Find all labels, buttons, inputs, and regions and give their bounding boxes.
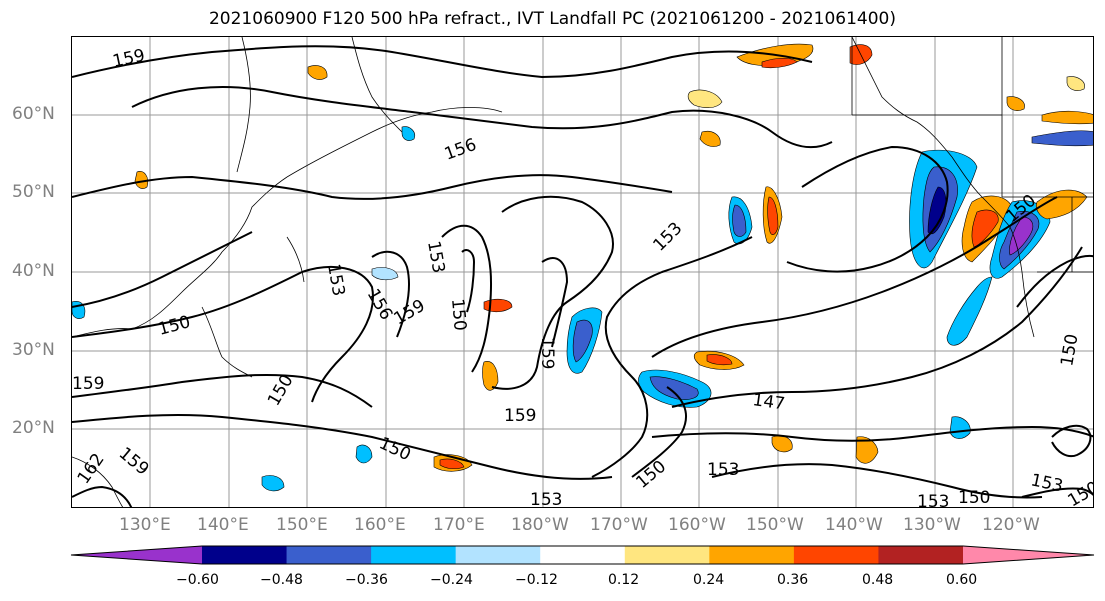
contour-label: 150: [156, 312, 193, 340]
colorbar-segment: [455, 546, 541, 564]
map-panel: 159 156 153 156 159 150 153 150 153 159 …: [71, 36, 1094, 508]
contour-label: 159: [504, 406, 536, 426]
gridlines: [72, 37, 1093, 507]
contour-label: 159: [391, 296, 429, 330]
contour-label: 150: [264, 371, 298, 409]
lon-label-150w: 150°W: [746, 515, 804, 535]
colorbar-segment: [878, 546, 964, 564]
lon-label-180w: 180°W: [511, 515, 569, 535]
colorbar-extend-max: [963, 546, 1094, 564]
contour-label: 150: [958, 488, 990, 508]
colorbar-tick: 0.60: [946, 572, 978, 588]
contour-label: 150: [1057, 332, 1082, 367]
lon-label-140w: 140°W: [825, 515, 883, 535]
contour-label: 153: [917, 492, 949, 508]
lon-label-120w: 120°W: [982, 515, 1040, 535]
refractivity-contours: [72, 45, 1093, 507]
lon-label-130w: 130°W: [903, 515, 961, 535]
colorbar-tick: −0.36: [345, 572, 388, 588]
contour-label: 153: [423, 239, 448, 274]
contour-label: 153: [649, 218, 686, 255]
colorbar-segment: [793, 546, 879, 564]
colorbar-segment: [540, 546, 626, 564]
contour-label: 153: [323, 262, 348, 297]
colorbar-tick: −0.60: [176, 572, 219, 588]
lat-label-60n: 60°N: [12, 104, 55, 124]
lat-label-30n: 30°N: [12, 340, 55, 360]
colorbar-segment: [202, 546, 288, 564]
contour-label: 159: [115, 444, 153, 480]
colorbar-segment: [709, 546, 795, 564]
lon-label-170e: 170°E: [433, 515, 485, 535]
colorbar-tick: −0.48: [260, 572, 303, 588]
map-canvas: 159 156 153 156 159 150 153 150 153 159 …: [72, 37, 1095, 508]
lon-label-140e: 140°E: [197, 515, 249, 535]
lat-label-50n: 50°N: [12, 182, 55, 202]
colorbar-tick: 0.48: [862, 572, 894, 588]
colorbar-outline: [70, 545, 1095, 565]
contour-label: 156: [442, 135, 479, 165]
contour-label: 150: [632, 457, 670, 493]
contour-label: 162: [74, 450, 109, 488]
colorbar: [70, 545, 1095, 569]
colorbar-svg: [70, 545, 1095, 565]
contour-label: 159: [72, 374, 104, 394]
contour-label: 153: [1029, 470, 1065, 496]
lon-label-170w: 170°W: [590, 515, 648, 535]
contour-label: 153: [530, 490, 562, 508]
contour-labels: 159 156 153 156 159 150 153 150 153 159 …: [72, 46, 1095, 508]
lon-label-160e: 160°E: [354, 515, 406, 535]
colorbar-tick: 0.24: [693, 572, 725, 588]
colorbar-tick: −0.12: [515, 572, 558, 588]
lat-label-40n: 40°N: [12, 261, 55, 281]
contour-label: 150: [447, 298, 470, 332]
contour-label: 159: [537, 337, 557, 369]
lon-label-130e: 130°E: [119, 515, 171, 535]
contour-label: 159: [111, 46, 147, 72]
contour-label: 147: [751, 390, 786, 414]
boundaries: [851, 37, 1093, 273]
colorbar-tick: −0.24: [430, 572, 473, 588]
contour-label: 156: [363, 286, 397, 324]
lat-label-20n: 20°N: [12, 418, 55, 438]
colorbar-segment: [286, 546, 372, 564]
contour-label: 153: [707, 460, 739, 480]
lon-label-160w: 160°W: [668, 515, 726, 535]
map-title: 2021060900 F120 500 hPa refract., IVT La…: [208, 9, 896, 29]
colorbar-extend-min: [71, 546, 202, 564]
colorbar-tick: 0.12: [608, 572, 640, 588]
colorbar-segment: [624, 546, 710, 564]
contour-label: 150: [1065, 478, 1095, 508]
colorbar-tick: 0.36: [777, 572, 809, 588]
lon-label-150e: 150°E: [276, 515, 328, 535]
contour-label: 150: [376, 433, 414, 465]
colorbar-segment: [371, 546, 457, 564]
